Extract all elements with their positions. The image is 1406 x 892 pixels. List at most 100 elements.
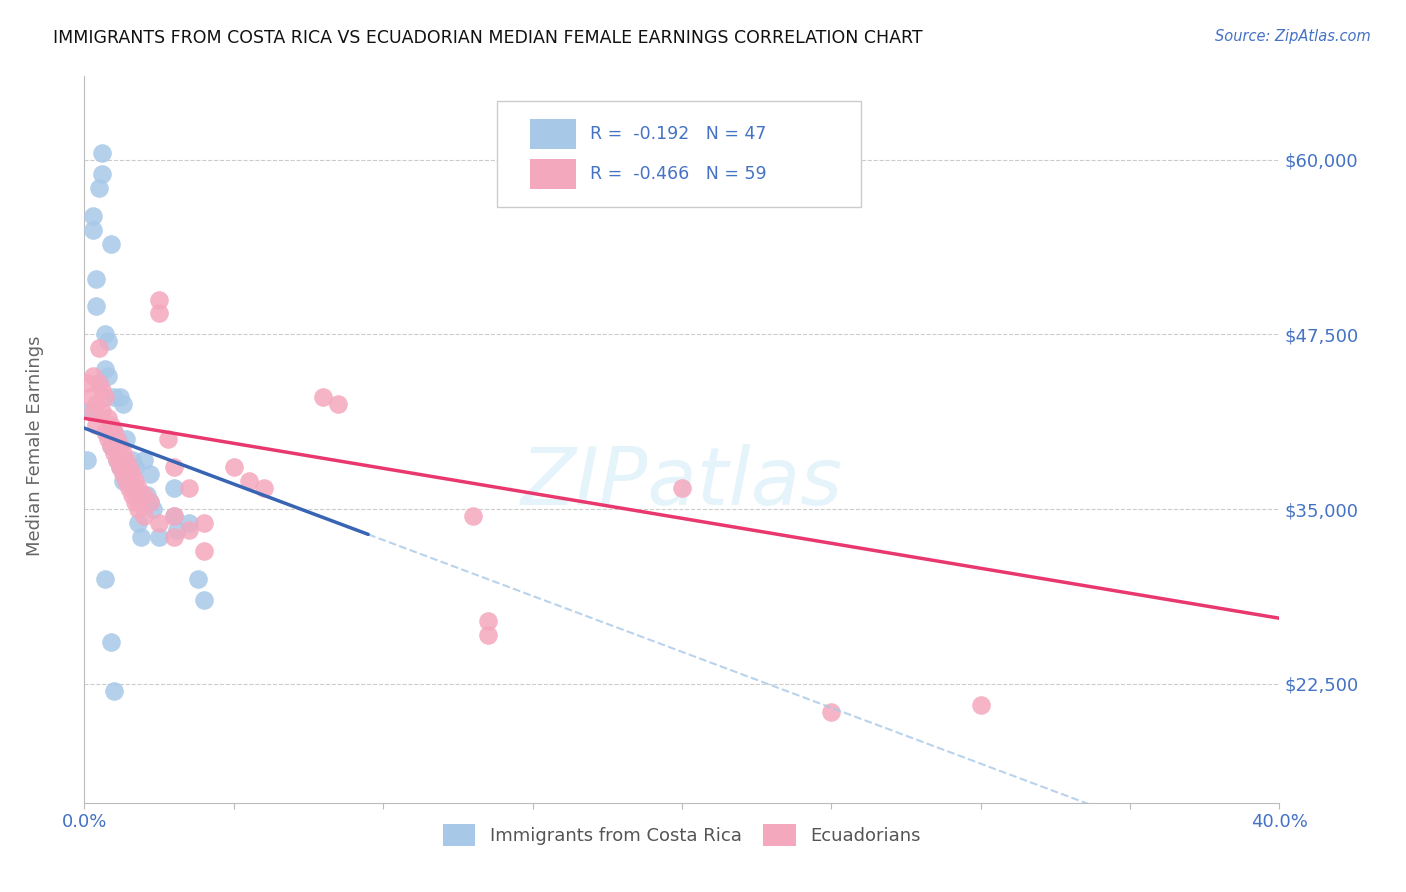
Point (121, 467, 143, 482)
Point (94, 425, 117, 440)
Point (193, 544, 215, 558)
Point (187, 572, 209, 586)
Point (103, 425, 125, 440)
Point (86, 397, 108, 411)
Point (124, 475, 146, 489)
Point (86, 300, 108, 314)
Point (79, 404, 101, 418)
Point (177, 481, 200, 495)
Point (79, 390, 101, 404)
Point (118, 460, 141, 475)
Point (110, 390, 132, 404)
Point (148, 293, 170, 307)
Point (91, 167, 114, 181)
Point (89, 342, 111, 356)
Point (105, 432, 128, 446)
Point (132, 488, 156, 502)
Point (193, 593, 215, 607)
Text: Median Female Earnings: Median Female Earnings (27, 335, 44, 557)
Point (110, 460, 132, 475)
Point (91, 145, 114, 160)
Point (328, 397, 350, 411)
Point (94, 390, 117, 404)
Point (100, 635, 122, 649)
Point (127, 516, 149, 531)
Point (118, 467, 141, 482)
Point (94, 362, 117, 376)
Point (105, 432, 128, 446)
Point (100, 418, 122, 433)
Point (238, 475, 260, 489)
Point (91, 384, 114, 398)
Point (157, 432, 180, 446)
Point (477, 614, 499, 628)
Point (163, 509, 186, 524)
Point (103, 425, 125, 440)
Point (94, 327, 117, 342)
Point (100, 236, 122, 251)
Point (91, 404, 114, 418)
Point (118, 481, 141, 495)
Point (139, 495, 162, 509)
Point (89, 376, 111, 391)
Point (112, 446, 135, 460)
Point (193, 516, 215, 531)
Point (139, 495, 162, 509)
Point (115, 475, 138, 489)
Point (100, 439, 122, 453)
Text: Source: ZipAtlas.com: Source: ZipAtlas.com (1215, 29, 1371, 44)
Point (127, 502, 149, 516)
Point (163, 530, 186, 544)
Point (142, 502, 165, 516)
Point (148, 516, 170, 531)
Point (148, 306, 170, 320)
Point (103, 446, 125, 460)
Point (121, 488, 143, 502)
Point (97, 334, 120, 349)
FancyBboxPatch shape (496, 102, 862, 207)
Point (112, 467, 135, 482)
Point (166, 523, 188, 537)
Bar (530, 159, 575, 189)
Point (110, 439, 132, 453)
Point (82, 209, 104, 223)
Point (124, 495, 146, 509)
Point (970, 698, 993, 712)
Point (86, 271, 108, 285)
Point (129, 530, 152, 544)
Point (94, 572, 117, 586)
Point (124, 460, 146, 475)
Point (820, 705, 842, 719)
Point (115, 432, 138, 446)
Point (132, 453, 156, 467)
Point (97, 369, 120, 384)
Point (136, 488, 159, 502)
Point (127, 481, 149, 495)
Legend: Immigrants from Costa Rica, Ecuadorians: Immigrants from Costa Rica, Ecuadorians (436, 817, 928, 854)
Text: R =  -0.192   N = 47: R = -0.192 N = 47 (591, 125, 766, 143)
Point (82, 222, 104, 236)
Point (76, 376, 98, 391)
Point (132, 509, 156, 524)
Text: IMMIGRANTS FROM COSTA RICA VS ECUADORIAN MEDIAN FEMALE EARNINGS CORRELATION CHAR: IMMIGRANTS FROM COSTA RICA VS ECUADORIAN… (53, 29, 924, 46)
Point (100, 439, 122, 453)
Point (110, 460, 132, 475)
Point (222, 460, 245, 475)
Point (89, 376, 111, 391)
Point (253, 481, 276, 495)
Point (127, 488, 149, 502)
Point (97, 432, 120, 446)
Point (112, 397, 135, 411)
Point (112, 475, 135, 489)
Point (163, 481, 186, 495)
Point (86, 418, 108, 433)
Text: ZIPatlas: ZIPatlas (520, 444, 844, 522)
Point (103, 684, 125, 698)
Point (121, 453, 143, 467)
Point (671, 481, 693, 495)
Point (105, 453, 128, 467)
Point (97, 411, 120, 425)
Point (115, 453, 138, 467)
Point (82, 404, 104, 418)
Point (103, 390, 125, 404)
